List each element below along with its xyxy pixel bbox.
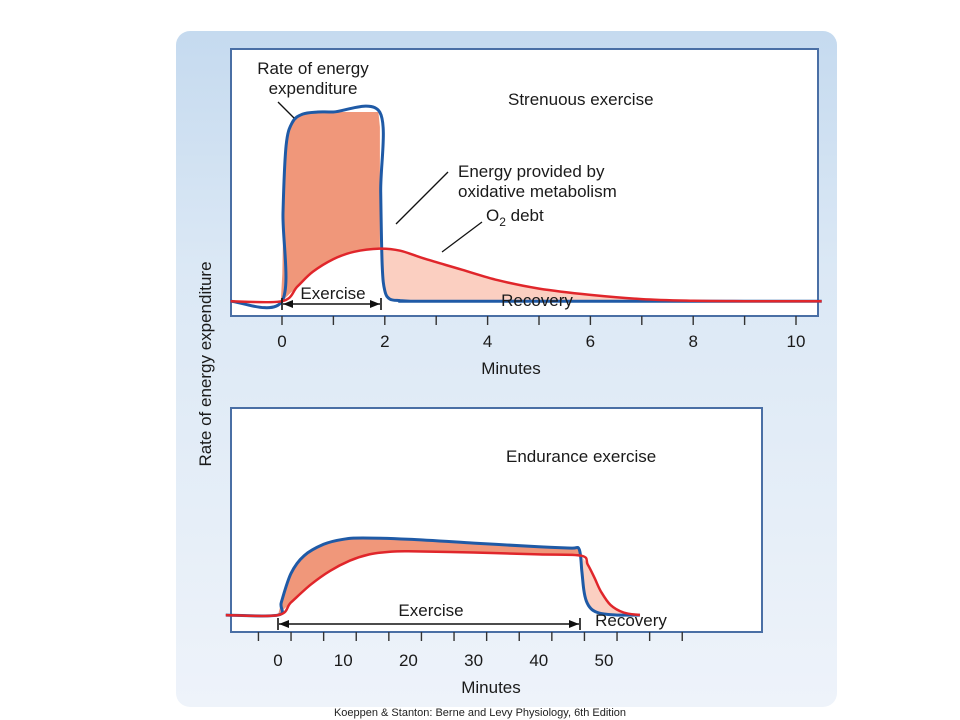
bottom-anaerobic-area (225, 538, 581, 616)
top-x-ticks: 0 2 4 6 8 10 (277, 316, 805, 351)
o2-debt-annotation: O2 debt (486, 206, 544, 229)
x-tick-label: 4 (483, 332, 492, 351)
x-tick-label: 10 (334, 651, 353, 670)
top-oxidative-line (230, 247, 822, 304)
x-tick-label: 50 (595, 651, 614, 670)
bottom-oxidative-line (225, 550, 641, 618)
x-tick-label: 6 (586, 332, 595, 351)
endurance-chart: 0 10 20 30 40 50 Endurance exercise Exercise … (225, 407, 763, 697)
x-tick-label: 2 (380, 332, 389, 351)
endurance-title: Endurance exercise (506, 447, 656, 466)
endurance-plot-area (230, 407, 763, 633)
bottom-recovery-label: Recovery (595, 611, 667, 630)
top-recovery-label: Recovery (501, 291, 573, 310)
bottom-expenditure-line (225, 536, 640, 618)
bottom-exercise-arrowhead-right (569, 620, 579, 628)
bottom-o2-debt-area (581, 556, 640, 616)
top-exercise-label: Exercise (300, 284, 365, 303)
bottom-x-axis-label: Minutes (461, 678, 521, 697)
bottom-exercise-arrowhead-left (279, 620, 289, 628)
x-tick-label: 0 (277, 332, 286, 351)
bottom-exercise-label: Exercise (398, 601, 463, 620)
top-expenditure-line (230, 104, 822, 310)
source-caption: Koeppen & Stanton: Berne and Levy Physio… (333, 707, 627, 719)
oxidative-annotation-line1: Energy provided by (458, 162, 605, 181)
oxidative-leader (395, 171, 449, 225)
expenditure-annotation-line1: Rate of energy (257, 59, 369, 78)
bottom-x-ticks: 0 10 20 30 40 50 (257, 632, 683, 670)
top-exercise-arrowhead-right (370, 300, 380, 308)
x-tick-label: 30 (464, 651, 483, 670)
x-tick-label: 10 (787, 332, 806, 351)
top-x-axis-label: Minutes (481, 359, 541, 378)
strenuous-chart: 0 2 4 6 8 10 Strenuous exercise Rate of energ… (230, 48, 822, 378)
x-tick-label: 40 (529, 651, 548, 670)
o2-debt-leader (441, 221, 483, 253)
expenditure-annotation-line2: expenditure (269, 79, 358, 98)
strenuous-title: Strenuous exercise (508, 90, 654, 109)
x-tick-label: 0 (273, 651, 282, 670)
shared-y-axis-label: Rate of energy expenditure (196, 261, 215, 466)
top-exercise-arrowhead-left (283, 300, 293, 308)
top-o2-debt-area (381, 222, 822, 302)
x-tick-label: 20 (399, 651, 418, 670)
x-tick-label: 8 (688, 332, 697, 351)
expenditure-leader (277, 101, 295, 119)
oxidative-annotation-line2: oxidative metabolism (458, 182, 617, 201)
